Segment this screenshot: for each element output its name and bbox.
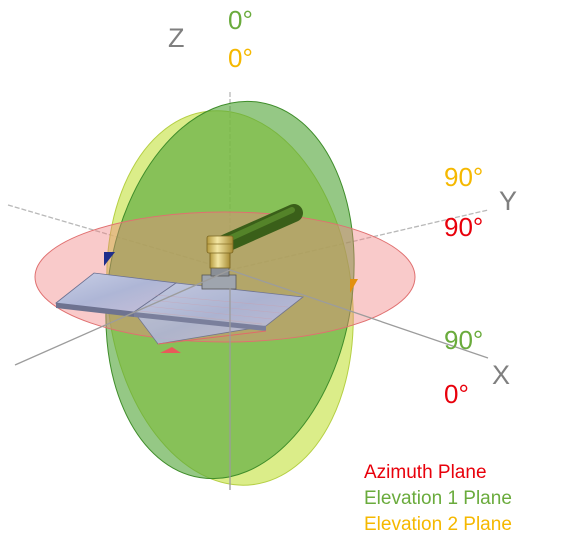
y-azimuth-angle: 90°: [444, 212, 484, 242]
red-marker: [160, 347, 181, 353]
axis-lines-front: [14, 269, 489, 490]
x-elevation-1-angle: 90°: [444, 325, 484, 355]
x-azimuth-angle: 0°: [444, 379, 469, 409]
y-elevation-2-angle: 90°: [444, 162, 484, 192]
legend-elevation-2: Elevation 2 Plane: [364, 514, 512, 535]
y-axis-label: Y: [499, 186, 518, 216]
x-axis-label: X: [492, 360, 511, 390]
z-axis-label: Z: [168, 23, 185, 53]
blue-marker: [104, 252, 115, 266]
z-elevation-2-angle: 0°: [228, 43, 253, 73]
antenna-element: [215, 204, 303, 253]
legend-azimuth: Azimuth Plane: [364, 462, 487, 483]
circuit-board: [54, 272, 305, 345]
orange-marker: [350, 279, 358, 293]
z-elevation-1-angle: 0°: [228, 5, 253, 35]
plane-legend: Azimuth Plane Elevation 1 Plane Elevatio…: [364, 460, 512, 538]
connector: [201, 235, 237, 290]
legend-elevation-1: Elevation 1 Plane: [364, 488, 512, 509]
